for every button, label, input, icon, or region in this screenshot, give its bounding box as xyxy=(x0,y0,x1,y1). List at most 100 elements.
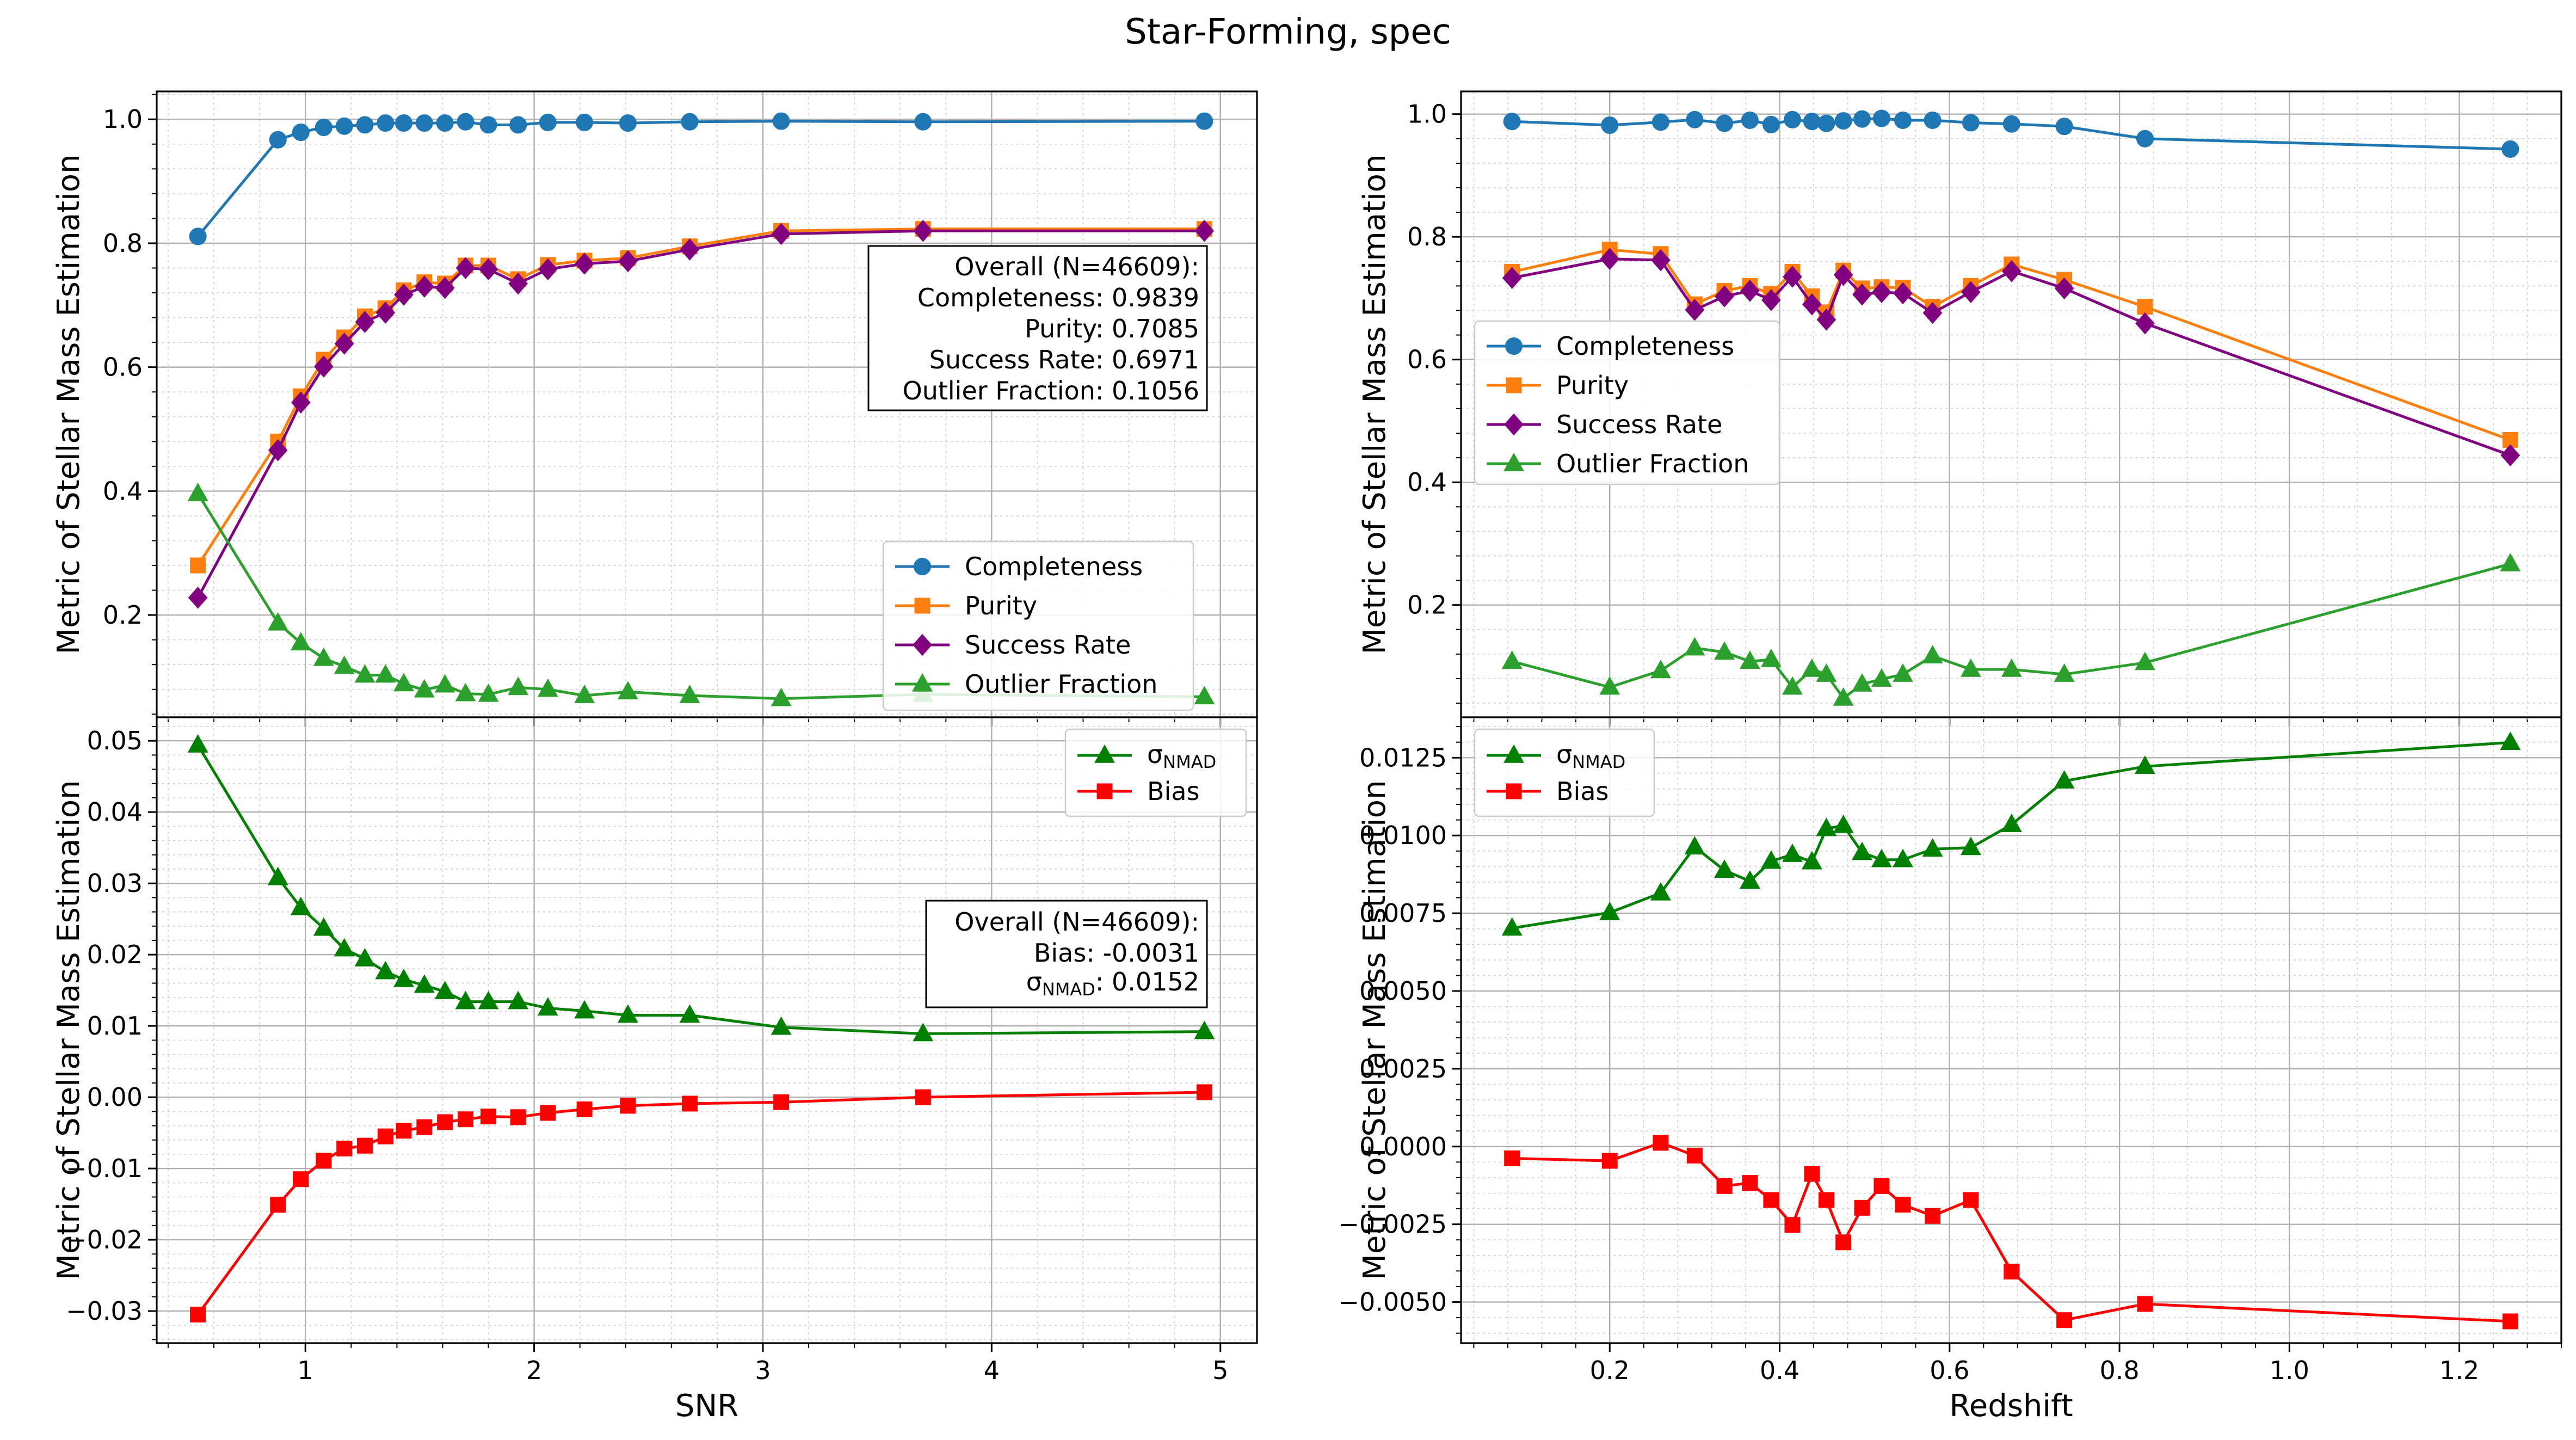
data-point xyxy=(455,682,476,701)
y-tick-label: 0.05 xyxy=(87,726,143,755)
data-point xyxy=(1802,293,1822,316)
legend-marker xyxy=(1094,744,1115,763)
data-point xyxy=(771,223,791,245)
data-point xyxy=(574,1000,595,1019)
data-point xyxy=(1835,1234,1852,1251)
data-point xyxy=(2500,731,2521,750)
legend-label: Completeness xyxy=(1556,331,1734,361)
x-tick-label: 3 xyxy=(755,1356,771,1385)
legend-marker xyxy=(1506,377,1522,393)
stats-line: Success Rate: 0.6971 xyxy=(929,345,1199,374)
data-point xyxy=(576,1101,593,1117)
data-point xyxy=(1502,267,1522,290)
y-tick-label: −0.02 xyxy=(66,1225,143,1254)
data-point xyxy=(394,284,414,306)
y-tick-label: 0.04 xyxy=(87,797,143,827)
series-completeness xyxy=(1503,109,2519,158)
x-tick-label: 5 xyxy=(1212,1356,1228,1385)
data-point xyxy=(1714,859,1735,878)
data-point xyxy=(1650,882,1671,901)
data-point xyxy=(1961,281,1981,303)
data-point xyxy=(1833,263,1853,286)
redshift-bias-panel: 0.2 0.4 0.6 0.8 1.0 1.2 −0.0050 −0.0025 0.0000 0.… xyxy=(1339,716,2562,1424)
data-point xyxy=(1501,917,1523,936)
data-point xyxy=(268,439,288,461)
legend-label: Outlier Fraction xyxy=(965,669,1157,699)
data-point xyxy=(479,116,497,134)
data-point xyxy=(618,250,638,273)
data-point xyxy=(575,253,594,275)
data-point xyxy=(680,238,700,261)
data-point xyxy=(314,355,334,378)
y-axis-label: Metric of Stellar Mass Estimation xyxy=(51,155,87,655)
data-point xyxy=(2500,553,2521,571)
data-point xyxy=(1871,848,1892,867)
data-point xyxy=(267,612,288,631)
y-tick-label: 0.0000 xyxy=(1359,1132,1447,1161)
data-point xyxy=(478,258,498,281)
y-tick-label: −0.01 xyxy=(66,1154,143,1183)
y-tick-label: 0.0025 xyxy=(1359,1054,1447,1084)
legend-box xyxy=(882,540,1194,711)
data-point xyxy=(1782,844,1803,862)
stats-box: Overall (N=46609):Completeness: 0.9839Pu… xyxy=(867,245,1208,411)
legend-label: σNMAD xyxy=(1556,740,1625,772)
data-point xyxy=(313,647,334,666)
data-point xyxy=(354,947,375,967)
legend: σNMAD Bias xyxy=(1064,728,1247,817)
data-point xyxy=(1714,641,1735,660)
legend-label: σNMAD xyxy=(1147,740,1216,772)
data-point xyxy=(2001,260,2022,282)
y-tick-label: 0.0075 xyxy=(1359,899,1447,928)
data-point xyxy=(356,116,374,134)
y-tick-label: −0.0025 xyxy=(1339,1210,1447,1239)
data-point xyxy=(1960,836,1981,856)
data-point xyxy=(1924,111,1942,129)
data-point xyxy=(540,1105,556,1121)
data-point xyxy=(1852,673,1872,692)
data-point xyxy=(1601,116,1619,134)
data-point xyxy=(620,1098,636,1114)
y-tick-label: 0.6 xyxy=(1407,345,1447,374)
data-point xyxy=(334,938,355,957)
data-point xyxy=(357,1137,373,1154)
data-point xyxy=(375,961,396,980)
y-tick-label: 0.2 xyxy=(103,600,143,630)
data-point xyxy=(1686,110,1704,128)
data-point xyxy=(1922,301,1943,324)
data-point xyxy=(2137,299,2153,315)
data-point xyxy=(436,114,454,132)
legend-label: Bias xyxy=(1147,777,1200,806)
data-point xyxy=(478,990,499,1010)
data-point xyxy=(336,1140,353,1156)
data-point xyxy=(1650,660,1671,679)
x-axis-label: SNR xyxy=(675,1388,738,1424)
snr-metrics-panel: 0.2 0.4 0.6 0.8 1.0 Metric of Stellar Mass Es… xyxy=(51,90,1258,726)
legend-label: Success Rate xyxy=(1556,410,1722,439)
data-point xyxy=(189,227,207,245)
axes-frame xyxy=(156,716,1258,1344)
data-point xyxy=(2055,118,2073,136)
legend-box xyxy=(1474,320,1780,485)
x-tick-label: 1.2 xyxy=(2439,1356,2479,1385)
data-point xyxy=(315,119,332,137)
data-point xyxy=(1803,113,1821,131)
data-point xyxy=(316,1153,332,1169)
data-point xyxy=(1852,841,1872,860)
legend-label: Bias xyxy=(1556,777,1609,806)
data-point xyxy=(1783,266,1802,288)
data-point xyxy=(377,1128,393,1144)
x-tick-label: 4 xyxy=(984,1356,1000,1385)
data-point xyxy=(393,673,414,692)
data-point xyxy=(1922,645,1943,664)
data-point xyxy=(1763,1192,1779,1208)
data-point xyxy=(1801,659,1822,677)
data-point xyxy=(1600,248,1620,270)
legend-label: Outlier Fraction xyxy=(1556,449,1749,478)
data-point xyxy=(1853,110,1871,128)
data-point xyxy=(1195,112,1213,130)
data-point xyxy=(1739,650,1760,669)
data-point xyxy=(415,114,433,132)
